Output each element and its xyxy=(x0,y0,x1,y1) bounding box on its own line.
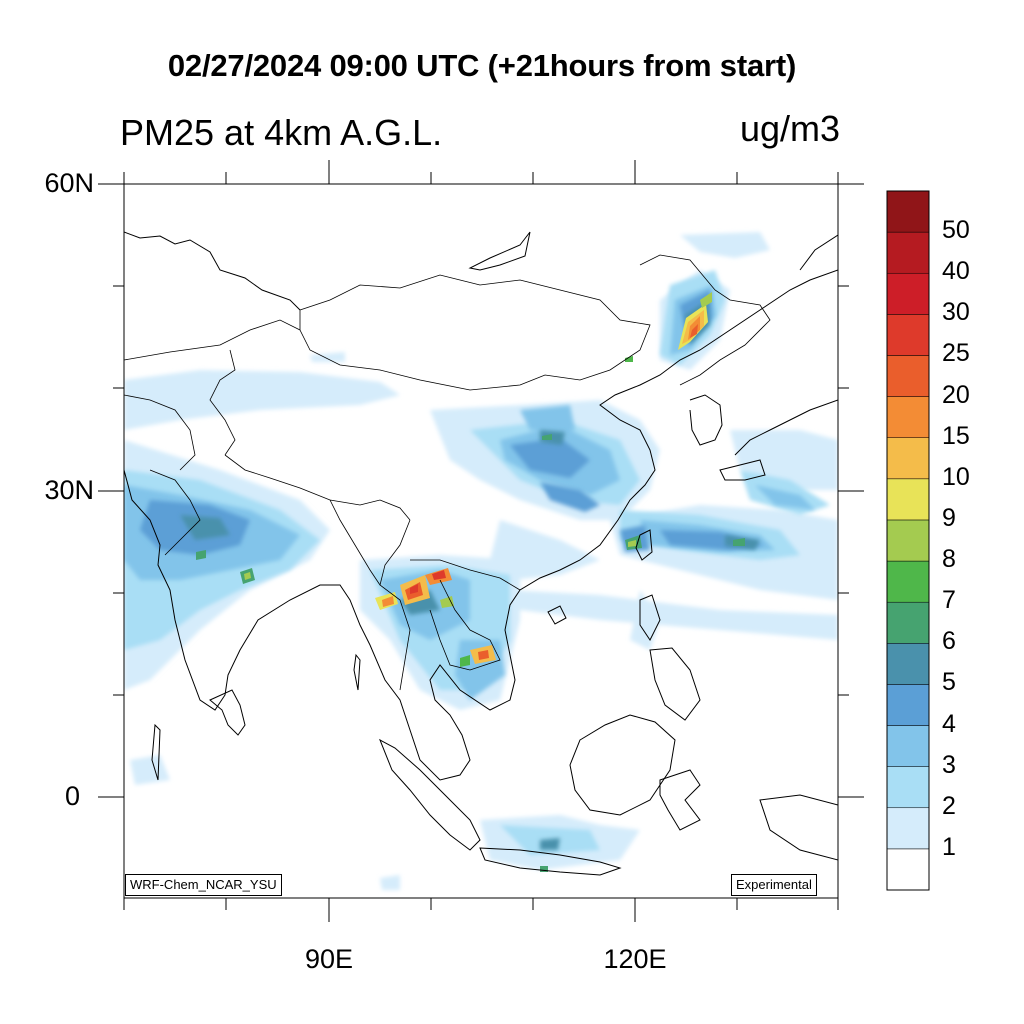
mekong-burning xyxy=(375,568,496,667)
colorbar-tick-label: 25 xyxy=(942,339,970,368)
colorbar-tick-label: 4 xyxy=(942,709,956,738)
colorbar-tick-label: 40 xyxy=(942,257,970,286)
colorbar-tick-label: 3 xyxy=(942,750,956,779)
colorbar-tick-label: 6 xyxy=(942,627,956,656)
colorbar-tick-label: 9 xyxy=(942,503,956,532)
colorbar-tick-label: 7 xyxy=(942,586,956,615)
colorbar-swatch xyxy=(886,190,930,233)
colorbar-tick-label: 8 xyxy=(942,545,956,574)
colorbar-swatch xyxy=(886,272,930,315)
colorbar-swatch xyxy=(886,478,930,521)
colorbar-swatch xyxy=(886,231,930,274)
colorbar-tick-label: 5 xyxy=(942,668,956,697)
colorbar-swatch xyxy=(886,725,930,767)
country-borders xyxy=(124,254,771,691)
colorbar-swatch xyxy=(886,437,930,480)
colorbar-tick-label: 2 xyxy=(942,791,956,820)
colorbar-swatch xyxy=(886,314,930,356)
lat-label-equator: 0 xyxy=(64,781,80,811)
units-label: ug/m3 xyxy=(739,108,840,149)
model-credit: WRF-Chem_NCAR_YSU xyxy=(125,874,282,896)
colorbar-swatch xyxy=(886,355,930,397)
colorbar-swatch xyxy=(886,396,930,438)
colorbar-tick-label: 10 xyxy=(942,462,970,491)
colorbar-tick-label: 1 xyxy=(942,832,956,861)
lat-label-60n: 60N xyxy=(44,168,94,198)
experimental-flag: Experimental xyxy=(731,874,817,896)
colorbar-swatch xyxy=(886,519,930,562)
colorbar-tick-label: 30 xyxy=(942,298,970,327)
figure-title: 02/27/2024 09:00 UTC (+21hours from star… xyxy=(167,48,797,83)
coastlines xyxy=(124,231,838,876)
variable-label: PM25 at 4km A.G.L. xyxy=(120,112,443,153)
colorbar-swatch xyxy=(886,766,930,809)
colorbar-tick-label: 20 xyxy=(942,380,970,409)
lon-label-120e: 120E xyxy=(603,944,667,974)
colorbar-tick-label: 50 xyxy=(942,216,970,245)
colorbar-swatch xyxy=(886,601,930,644)
lon-label-90e: 90E xyxy=(304,944,354,974)
northeast-plume xyxy=(625,292,712,362)
colorbar-tick-label: 15 xyxy=(942,421,970,450)
colorbar xyxy=(886,190,930,891)
lon-ticks xyxy=(123,160,839,922)
lat-ticks xyxy=(98,183,864,798)
colorbar-frame xyxy=(886,190,930,891)
colorbar-swatch xyxy=(886,848,930,891)
colorbar-swatch xyxy=(886,807,930,850)
colorbar-swatch xyxy=(886,560,930,603)
pm25-field xyxy=(124,232,838,890)
lat-label-30n: 30N xyxy=(44,475,94,505)
colorbar-swatch xyxy=(886,684,930,726)
map-frame xyxy=(123,183,839,899)
field-level-7 xyxy=(244,540,636,580)
colorbar-swatch xyxy=(886,643,930,685)
